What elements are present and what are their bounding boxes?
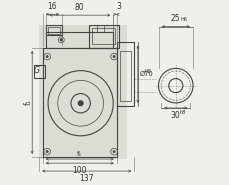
- Circle shape: [113, 56, 115, 58]
- Text: 25: 25: [170, 14, 180, 23]
- Circle shape: [113, 151, 115, 153]
- Circle shape: [60, 39, 62, 41]
- Bar: [34, 65, 44, 78]
- Text: h8: h8: [179, 110, 185, 115]
- Text: G: G: [33, 66, 39, 75]
- Text: f₁: f₁: [24, 100, 33, 105]
- Text: H8: H8: [144, 69, 151, 74]
- Bar: [39, 25, 127, 159]
- Text: 30: 30: [170, 111, 180, 120]
- Bar: [88, 25, 118, 48]
- Text: H6: H6: [179, 17, 186, 22]
- Text: Ø70: Ø70: [139, 71, 153, 77]
- Bar: [116, 43, 134, 106]
- Bar: [120, 51, 130, 101]
- Bar: [46, 25, 62, 35]
- Bar: [46, 32, 113, 48]
- Text: 137: 137: [79, 174, 94, 183]
- Circle shape: [78, 101, 83, 106]
- Text: 3: 3: [116, 2, 120, 11]
- Text: f₁: f₁: [77, 151, 82, 157]
- Circle shape: [46, 56, 48, 58]
- Circle shape: [46, 151, 48, 153]
- Text: 80: 80: [75, 3, 84, 12]
- Bar: [92, 28, 114, 44]
- Text: 16: 16: [47, 2, 57, 11]
- Bar: [48, 27, 60, 34]
- Text: 100: 100: [72, 166, 87, 175]
- Bar: [43, 48, 116, 157]
